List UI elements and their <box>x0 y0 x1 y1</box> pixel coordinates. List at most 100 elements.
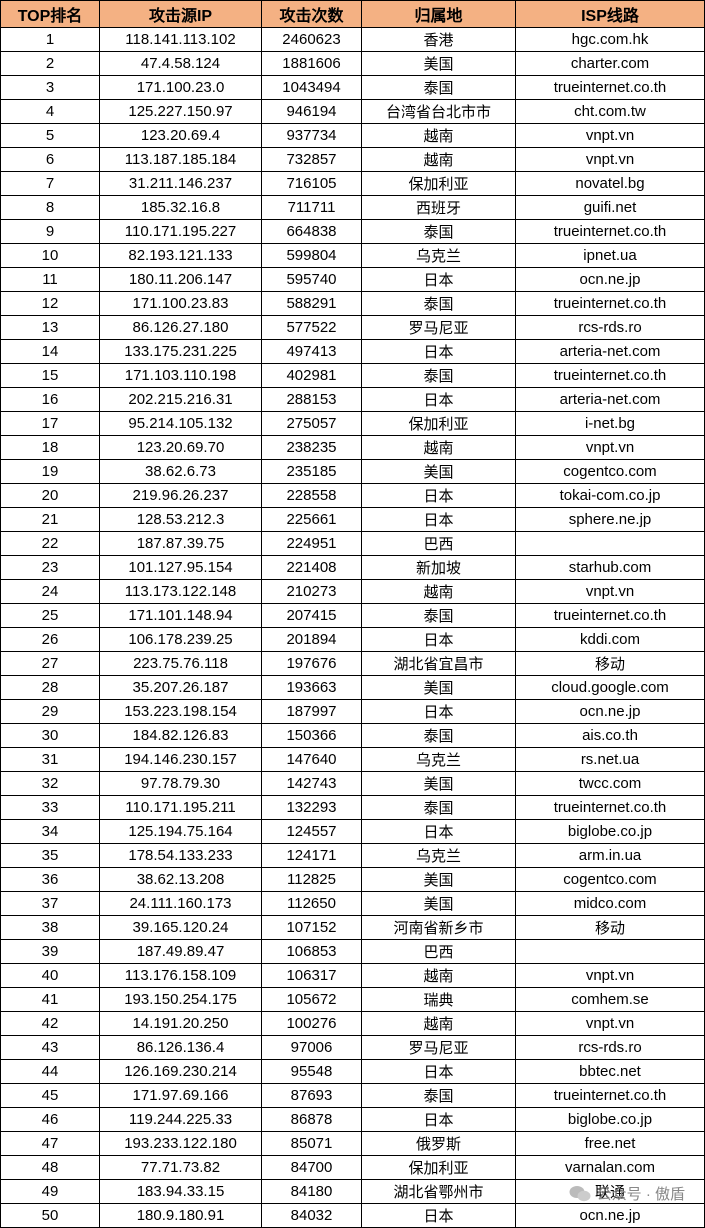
rank-cell: 13 <box>1 316 100 340</box>
isp-cell: free.net <box>516 1132 705 1156</box>
location-cell: 泰国 <box>362 1084 516 1108</box>
isp-cell: ocn.ne.jp <box>516 268 705 292</box>
count-cell: 599804 <box>262 244 362 268</box>
ip-cell: 194.146.230.157 <box>100 748 262 772</box>
location-cell: 泰国 <box>362 724 516 748</box>
isp-cell: ipnet.ua <box>516 244 705 268</box>
ip-cell: 110.171.195.211 <box>100 796 262 820</box>
location-cell: 日本 <box>362 340 516 364</box>
isp-cell: novatel.bg <box>516 172 705 196</box>
count-cell: 187997 <box>262 700 362 724</box>
location-cell: 泰国 <box>362 76 516 100</box>
ip-cell: 35.207.26.187 <box>100 676 262 700</box>
count-cell: 716105 <box>262 172 362 196</box>
ip-cell: 113.176.158.109 <box>100 964 262 988</box>
count-cell: 97006 <box>262 1036 362 1060</box>
location-cell: 巴西 <box>362 940 516 964</box>
count-cell: 288153 <box>262 388 362 412</box>
rank-cell: 43 <box>1 1036 100 1060</box>
ip-cell: 110.171.195.227 <box>100 220 262 244</box>
isp-cell: vnpt.vn <box>516 580 705 604</box>
ip-cell: 86.126.136.4 <box>100 1036 262 1060</box>
isp-cell: charter.com <box>516 52 705 76</box>
location-cell: 巴西 <box>362 532 516 556</box>
location-cell: 美国 <box>362 772 516 796</box>
ip-cell: 38.62.6.73 <box>100 460 262 484</box>
location-cell: 越南 <box>362 580 516 604</box>
count-cell: 221408 <box>262 556 362 580</box>
ip-cell: 118.141.113.102 <box>100 28 262 52</box>
location-cell: 越南 <box>362 124 516 148</box>
isp-cell: hgc.com.hk <box>516 28 705 52</box>
header-cell: TOP排名 <box>1 1 100 28</box>
ip-cell: 202.215.216.31 <box>100 388 262 412</box>
location-cell: 日本 <box>362 388 516 412</box>
isp-cell: 移动 <box>516 652 705 676</box>
count-cell: 238235 <box>262 436 362 460</box>
count-cell: 2460623 <box>262 28 362 52</box>
count-cell: 225661 <box>262 508 362 532</box>
ip-cell: 113.173.122.148 <box>100 580 262 604</box>
count-cell: 588291 <box>262 292 362 316</box>
ip-cell: 178.54.133.233 <box>100 844 262 868</box>
rank-cell: 1 <box>1 28 100 52</box>
isp-cell: trueinternet.co.th <box>516 364 705 388</box>
rank-cell: 18 <box>1 436 100 460</box>
count-cell: 228558 <box>262 484 362 508</box>
count-cell: 107152 <box>262 916 362 940</box>
rank-cell: 39 <box>1 940 100 964</box>
rank-cell: 48 <box>1 1156 100 1180</box>
ip-cell: 128.53.212.3 <box>100 508 262 532</box>
isp-cell: trueinternet.co.th <box>516 796 705 820</box>
rank-cell: 10 <box>1 244 100 268</box>
location-cell: 乌克兰 <box>362 844 516 868</box>
location-cell: 罗马尼亚 <box>362 1036 516 1060</box>
location-cell: 日本 <box>362 820 516 844</box>
isp-cell: arteria-net.com <box>516 340 705 364</box>
ip-cell: 171.103.110.198 <box>100 364 262 388</box>
rank-cell: 23 <box>1 556 100 580</box>
count-cell: 275057 <box>262 412 362 436</box>
isp-cell: trueinternet.co.th <box>516 220 705 244</box>
location-cell: 香港 <box>362 28 516 52</box>
location-cell: 日本 <box>362 268 516 292</box>
count-cell: 946194 <box>262 100 362 124</box>
isp-cell: vnpt.vn <box>516 1012 705 1036</box>
count-cell: 497413 <box>262 340 362 364</box>
count-cell: 124557 <box>262 820 362 844</box>
isp-cell: vnpt.vn <box>516 148 705 172</box>
isp-cell: rcs-rds.ro <box>516 1036 705 1060</box>
ip-cell: 77.71.73.82 <box>100 1156 262 1180</box>
ip-cell: 171.100.23.0 <box>100 76 262 100</box>
isp-cell: biglobe.co.jp <box>516 1108 705 1132</box>
isp-cell: varnalan.com <box>516 1156 705 1180</box>
isp-cell: i-net.bg <box>516 412 705 436</box>
count-cell: 197676 <box>262 652 362 676</box>
isp-cell <box>516 940 705 964</box>
count-cell: 84180 <box>262 1180 362 1204</box>
count-cell: 402981 <box>262 364 362 388</box>
ip-cell: 171.100.23.83 <box>100 292 262 316</box>
ip-cell: 185.32.16.8 <box>100 196 262 220</box>
location-cell: 日本 <box>362 1204 516 1228</box>
count-cell: 150366 <box>262 724 362 748</box>
count-cell: 664838 <box>262 220 362 244</box>
location-cell: 保加利亚 <box>362 412 516 436</box>
rank-cell: 50 <box>1 1204 100 1228</box>
rank-cell: 46 <box>1 1108 100 1132</box>
rank-cell: 49 <box>1 1180 100 1204</box>
rank-cell: 42 <box>1 1012 100 1036</box>
isp-cell: trueinternet.co.th <box>516 604 705 628</box>
count-cell: 87693 <box>262 1084 362 1108</box>
rank-cell: 12 <box>1 292 100 316</box>
ip-cell: 101.127.95.154 <box>100 556 262 580</box>
count-cell: 95548 <box>262 1060 362 1084</box>
rank-cell: 20 <box>1 484 100 508</box>
ip-cell: 97.78.79.30 <box>100 772 262 796</box>
ip-cell: 187.87.39.75 <box>100 532 262 556</box>
rank-cell: 19 <box>1 460 100 484</box>
count-cell: 147640 <box>262 748 362 772</box>
count-cell: 1881606 <box>262 52 362 76</box>
count-cell: 193663 <box>262 676 362 700</box>
count-cell: 142743 <box>262 772 362 796</box>
